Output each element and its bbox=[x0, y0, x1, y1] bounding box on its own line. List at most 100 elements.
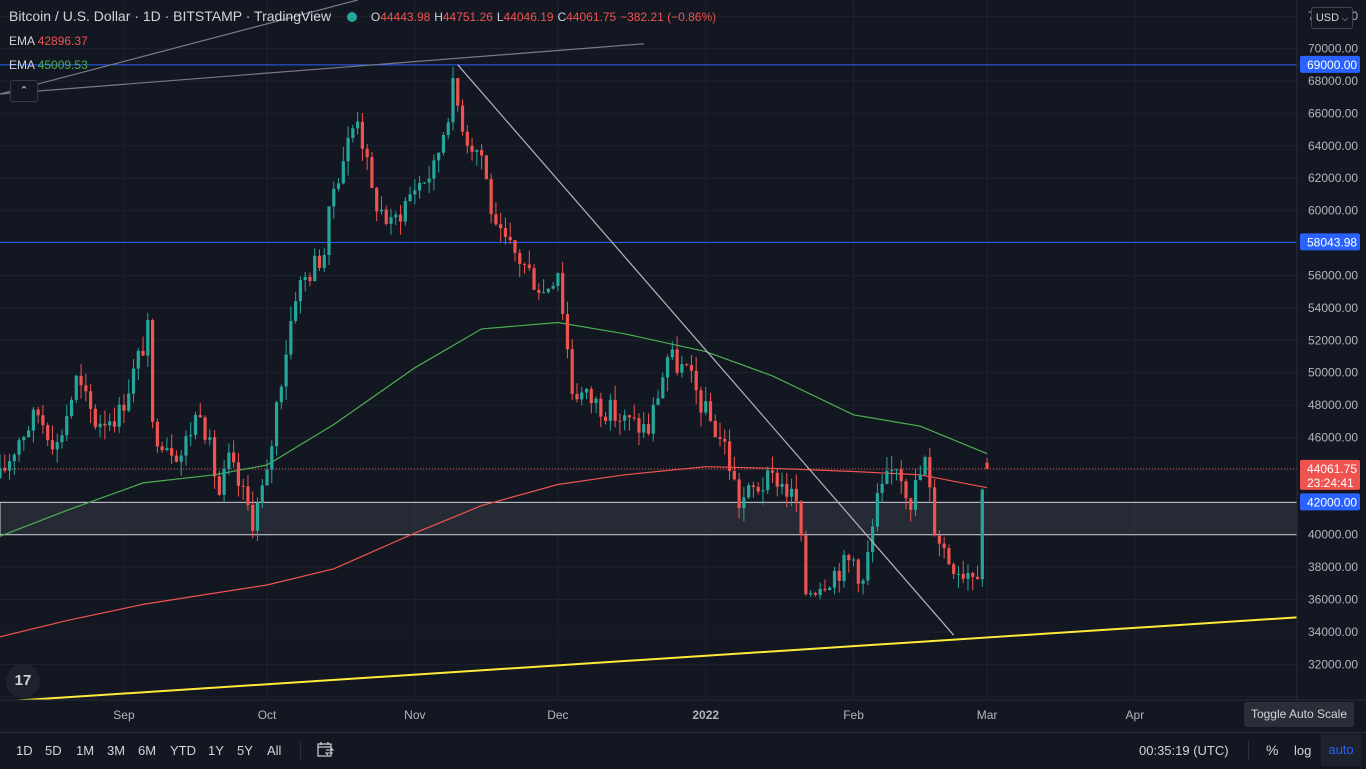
countdown-label: 23:24:41 bbox=[1307, 476, 1354, 490]
candle-body bbox=[308, 276, 312, 282]
candle-body bbox=[451, 78, 455, 123]
candle-body bbox=[494, 214, 498, 225]
ohlc-high-value: 44751.26 bbox=[442, 10, 493, 24]
x-tick-label: Oct bbox=[258, 708, 277, 722]
percent-scale-button[interactable]: % bbox=[1266, 742, 1279, 758]
ema-legend-long[interactable]: EMA 42896.37 bbox=[9, 34, 88, 48]
ema-value: 42896.37 bbox=[37, 34, 88, 48]
candle-body bbox=[661, 377, 665, 399]
candle-body bbox=[890, 469, 894, 471]
candle-body bbox=[937, 535, 941, 544]
price-label: 44061.75 bbox=[1307, 462, 1357, 476]
x-tick-label: Mar bbox=[977, 708, 998, 722]
candle-body bbox=[136, 350, 140, 369]
candle-body bbox=[933, 487, 937, 536]
candle-body bbox=[3, 467, 7, 471]
candle-body bbox=[527, 264, 531, 269]
candle-body bbox=[627, 415, 632, 418]
range-6m-button[interactable]: 6M bbox=[138, 743, 157, 758]
range-ytd-button[interactable]: YTD bbox=[170, 743, 196, 758]
candle-body bbox=[60, 435, 64, 443]
candle-body bbox=[441, 134, 446, 153]
candle-body bbox=[227, 452, 231, 469]
candle-body bbox=[713, 420, 717, 438]
candle-body bbox=[818, 588, 822, 595]
ohlc-low-key: L bbox=[496, 10, 504, 24]
candle-body bbox=[294, 301, 298, 321]
candle-body bbox=[971, 573, 975, 577]
auto-scale-button[interactable]: auto bbox=[1321, 734, 1361, 766]
candle-body bbox=[694, 370, 698, 391]
range-1d-button[interactable]: 1D bbox=[16, 743, 33, 758]
candle-body bbox=[732, 470, 736, 480]
candle-body bbox=[847, 555, 851, 561]
bottom-toolbar: 1D 5D 1M 3M 6M YTD 1Y 5Y All 00:35:19 (U… bbox=[0, 732, 1366, 769]
price-change: −382.21 (−0.86%) bbox=[620, 10, 717, 24]
candle-body bbox=[499, 224, 503, 229]
range-1y-button[interactable]: 1Y bbox=[208, 743, 224, 758]
ohlc-close-value: 44061.75 bbox=[566, 10, 617, 24]
candle-body bbox=[761, 490, 765, 492]
candle-body bbox=[413, 190, 417, 195]
price-label-box bbox=[1300, 493, 1360, 511]
currency-label: USD bbox=[1315, 12, 1340, 24]
candle-body bbox=[303, 276, 307, 280]
candle-body bbox=[632, 417, 636, 419]
candle-body bbox=[546, 288, 550, 293]
range-5d-button[interactable]: 5D bbox=[45, 743, 62, 758]
candle-body bbox=[217, 476, 221, 495]
candle-body bbox=[918, 474, 922, 480]
candle-body bbox=[241, 485, 245, 487]
candle-body bbox=[794, 488, 798, 502]
candle-body bbox=[327, 206, 331, 255]
y-tick-label: 54000.00 bbox=[1308, 301, 1358, 315]
candle-body bbox=[274, 402, 279, 447]
candle-body bbox=[532, 268, 536, 290]
date-range-icon[interactable] bbox=[317, 742, 335, 758]
range-3m-button[interactable]: 3M bbox=[107, 743, 126, 758]
x-tick-label: Nov bbox=[404, 708, 425, 722]
candle-body bbox=[775, 472, 779, 487]
candle-body bbox=[513, 240, 517, 253]
candle-body bbox=[928, 457, 932, 488]
ema-value: 45009.53 bbox=[37, 58, 88, 72]
price-axis-background bbox=[1297, 0, 1366, 700]
candle-body bbox=[336, 183, 341, 189]
candle-body bbox=[384, 209, 388, 224]
price-chart[interactable]: 32000.00 34000.00 36000.00 38000.00 40000.00… bbox=[0, 0, 1366, 732]
candle-body bbox=[131, 368, 136, 394]
ohlc-open-key: O bbox=[370, 10, 381, 24]
y-tick-label: 60000.00 bbox=[1308, 204, 1358, 218]
candle-body bbox=[179, 455, 183, 462]
y-tick-label: 50000.00 bbox=[1308, 366, 1358, 380]
candle-body bbox=[966, 573, 970, 579]
y-tick-label: 32000.00 bbox=[1308, 657, 1358, 671]
candle-body bbox=[394, 214, 398, 218]
log-scale-button[interactable]: log bbox=[1294, 743, 1312, 758]
candle-body bbox=[956, 573, 961, 575]
trendline bbox=[0, 43, 644, 95]
candle-body bbox=[737, 479, 741, 509]
candle-body bbox=[880, 483, 884, 494]
range-5y-button[interactable]: 5Y bbox=[237, 743, 253, 758]
range-1m-button[interactable]: 1M bbox=[76, 743, 95, 758]
candle-body bbox=[332, 188, 336, 207]
candle-body bbox=[88, 391, 93, 409]
collapse-legend-button[interactable]: ⌃ bbox=[10, 80, 38, 102]
toolbar-divider bbox=[300, 741, 301, 761]
candle-body bbox=[580, 392, 584, 400]
y-tick-label: 34000.00 bbox=[1308, 625, 1358, 639]
utc-clock[interactable]: 00:35:19 (UTC) bbox=[1139, 743, 1229, 758]
candle-body bbox=[208, 437, 212, 440]
candle-body bbox=[251, 504, 255, 531]
range-all-button[interactable]: All bbox=[267, 743, 282, 758]
candle-body bbox=[718, 437, 722, 439]
currency-button[interactable]: USD ⌵ bbox=[1311, 7, 1353, 29]
ema-legend-short[interactable]: EMA 45009.53 bbox=[9, 58, 88, 72]
support-zone bbox=[0, 501, 1298, 536]
y-tick-label: 52000.00 bbox=[1308, 333, 1358, 347]
tradingview-logo-icon[interactable]: 17 bbox=[6, 664, 40, 698]
candle-body bbox=[41, 415, 45, 426]
market-status-icon bbox=[347, 12, 357, 22]
candle-body bbox=[403, 201, 407, 222]
